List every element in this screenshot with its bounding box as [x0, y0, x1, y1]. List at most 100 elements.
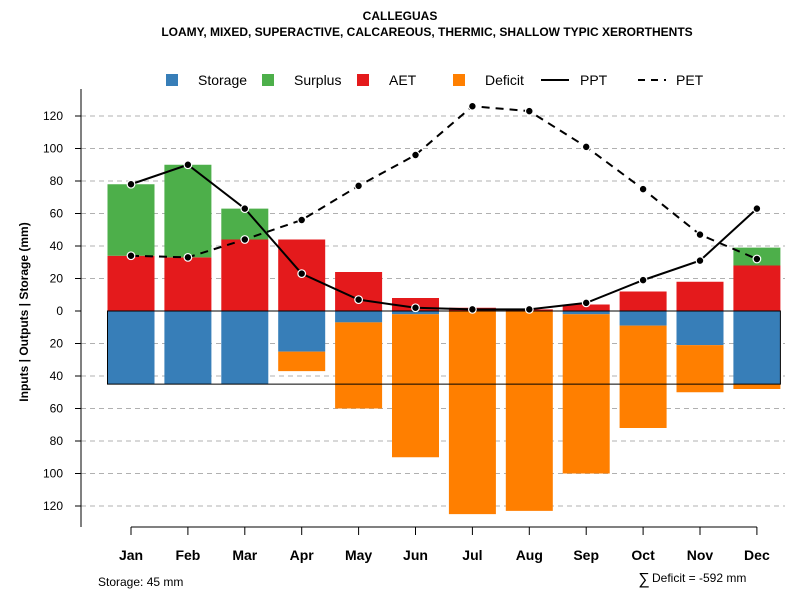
bar-deficit — [505, 311, 553, 511]
point-pet — [752, 254, 762, 264]
x-tick-label: Feb — [175, 547, 200, 563]
bar-storage — [676, 311, 724, 346]
line-pet — [130, 105, 758, 260]
bar-aet — [619, 291, 667, 311]
x-tick-label: Nov — [687, 547, 714, 563]
legend-label-deficit: Deficit — [485, 72, 524, 88]
x-tick-label: Apr — [290, 547, 315, 563]
line-ppt — [130, 163, 758, 311]
x-tick-label: May — [345, 547, 372, 563]
point-pet — [411, 150, 420, 160]
y-axis-label: Inputs | Outputs | Storage (mm) — [17, 222, 31, 401]
bar-storage — [619, 311, 667, 326]
point-ppt — [354, 295, 364, 305]
point-ppt — [126, 179, 136, 189]
y-tick-label: 40 — [50, 369, 64, 383]
bar-deficit — [335, 322, 383, 409]
y-tick-label: 0 — [56, 304, 63, 318]
bar-aet — [107, 255, 155, 311]
axes: 120 100 80 60 40 20 0 20 40 60 80 100 120 Jan Feb Mar Ap… — [43, 89, 770, 563]
bar-aet — [164, 257, 212, 311]
bar-aet — [562, 304, 610, 311]
legend-swatch-aet — [357, 74, 369, 86]
bar-deficit — [676, 345, 724, 393]
bars — [107, 164, 781, 515]
x-tick-label: Jul — [462, 547, 482, 563]
chart-title: CALLEGUAS — [363, 9, 438, 23]
bar-storage — [733, 311, 781, 385]
x-tick-label: Jun — [403, 547, 428, 563]
legend: Storage Surplus AET Deficit PPT PET — [166, 72, 704, 88]
point-ppt — [411, 303, 420, 313]
series-lines — [126, 101, 762, 314]
point-ppt — [581, 298, 591, 308]
chart-subtitle: LOAMY, MIXED, SUPERACTIVE, CALCAREOUS, T… — [161, 25, 692, 39]
bar-storage — [392, 311, 439, 315]
y-tick-label: 120 — [43, 109, 63, 123]
bar-aet — [676, 281, 724, 311]
bar-storage — [335, 311, 383, 323]
y-tick-label: 60 — [50, 207, 64, 221]
y-tick-label: 100 — [43, 467, 63, 481]
x-tick-label: Aug — [516, 547, 543, 563]
x-tick-label: Sep — [573, 547, 599, 563]
bar-deficit — [562, 314, 610, 474]
bar-deficit — [392, 314, 439, 458]
legend-label-ppt: PPT — [580, 72, 608, 88]
bar-deficit — [278, 351, 326, 372]
bar-aet — [221, 239, 269, 311]
legend-swatch-storage — [166, 74, 178, 86]
x-tick-label: Jan — [119, 547, 143, 563]
y-tick-label: 20 — [50, 337, 64, 351]
legend-label-surplus: Surplus — [294, 72, 341, 88]
y-tick-label: 40 — [50, 239, 64, 253]
y-tick-label: 100 — [43, 142, 63, 156]
legend-swatch-deficit — [453, 74, 465, 86]
point-ppt — [524, 304, 534, 314]
point-pet — [183, 252, 193, 262]
y-tick-label: 80 — [50, 434, 64, 448]
bar-deficit — [619, 325, 667, 428]
bar-storage — [221, 311, 269, 385]
point-pet — [354, 181, 364, 191]
point-pet — [468, 101, 477, 111]
point-pet — [695, 230, 705, 240]
point-pet — [240, 235, 250, 244]
y-tick-label: 80 — [50, 174, 64, 188]
bar-storage — [164, 311, 212, 385]
x-tick-label: Mar — [232, 547, 257, 563]
bar-storage — [562, 311, 610, 315]
bar-storage — [278, 311, 326, 352]
bar-deficit — [733, 384, 781, 389]
point-pet — [297, 215, 307, 225]
point-pet — [581, 142, 591, 152]
legend-label-pet: PET — [676, 72, 704, 88]
legend-label-storage: Storage — [198, 72, 247, 88]
point-ppt — [752, 204, 762, 214]
x-tick-label: Dec — [744, 547, 770, 563]
point-pet — [126, 251, 136, 261]
point-ppt — [240, 204, 250, 214]
bar-storage — [107, 311, 155, 385]
footer-storage: Storage: 45 mm — [98, 575, 183, 589]
point-pet — [638, 184, 648, 194]
point-ppt — [695, 256, 705, 266]
point-ppt — [468, 304, 477, 314]
point-pet — [524, 106, 534, 116]
bar-surplus — [107, 184, 155, 256]
point-ppt — [183, 160, 193, 170]
overlay — [107, 310, 781, 385]
y-tick-label: 20 — [50, 272, 64, 286]
legend-label-aet: AET — [389, 72, 417, 88]
bar-surplus — [164, 164, 212, 258]
y-tick-label: 120 — [43, 499, 63, 513]
point-ppt — [297, 269, 307, 279]
bar-aet — [733, 265, 781, 311]
y-tick-label: 60 — [50, 402, 64, 416]
legend-swatch-surplus — [262, 74, 274, 86]
bar-deficit — [448, 311, 496, 515]
point-ppt — [638, 275, 648, 285]
storage-capacity-box — [107, 310, 781, 385]
